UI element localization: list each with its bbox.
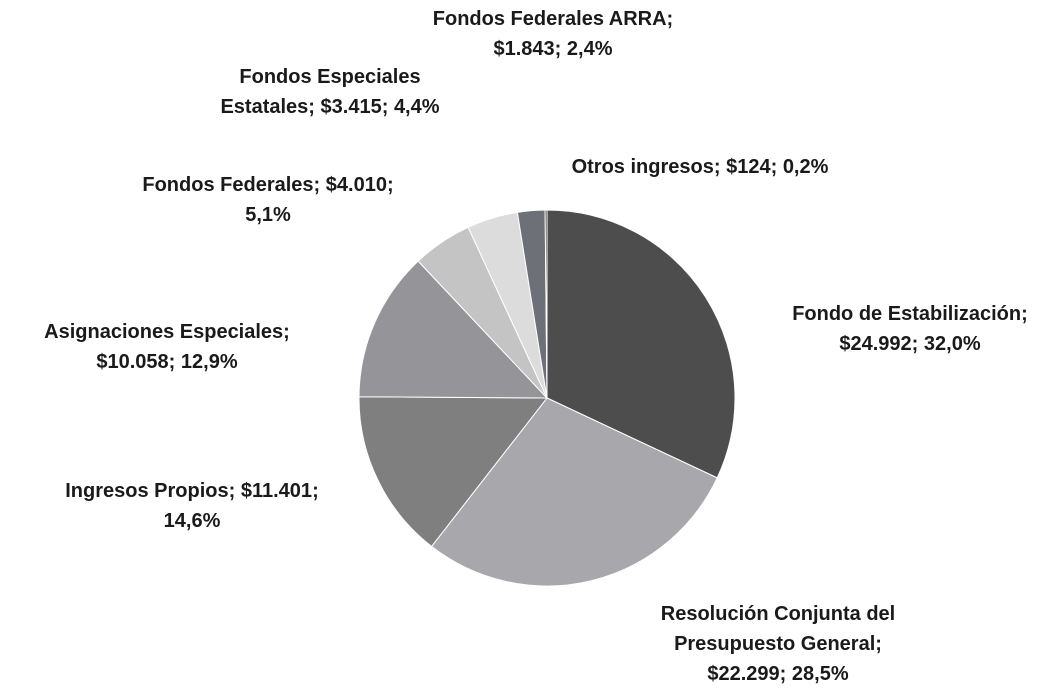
separator: ; — [308, 96, 315, 118]
separator: ; — [714, 156, 721, 178]
pie-slice — [358, 260, 549, 399]
separator: ; — [169, 351, 176, 373]
category-word: Propios — [149, 480, 229, 502]
category-word: Ingresos — [65, 480, 148, 502]
slice-label: Resolución Conjunta del — [661, 603, 895, 625]
category-word: Estabilización — [882, 303, 1021, 325]
category-word: Presupuesto — [674, 633, 795, 655]
category-word: Asignaciones — [44, 321, 174, 343]
separator: ; — [387, 174, 394, 196]
share-label: 4,4% — [394, 96, 440, 118]
separator: ; — [912, 333, 919, 355]
slice-label: 14,6% — [164, 510, 221, 532]
share-label: 0,2% — [783, 156, 829, 178]
slice-label: Fondo de Estabilización; — [792, 303, 1028, 325]
category-word: Estatales — [220, 96, 308, 118]
category-word: del — [861, 603, 895, 625]
separator: ; — [667, 8, 674, 30]
category-word: Especiales — [174, 321, 283, 343]
category-word: Fondo — [792, 303, 853, 325]
separator: ; — [229, 480, 236, 502]
category-word: de — [853, 303, 882, 325]
slice-label: $1.843; 2,4% — [494, 38, 613, 60]
category-word: Fondos — [142, 174, 214, 196]
category-word: Conjunta — [769, 603, 862, 625]
value-label: $10.058 — [96, 351, 168, 373]
share-label: 14,6% — [164, 510, 221, 532]
slice-label: $22.299; 28,5% — [707, 663, 848, 685]
pie-slice — [430, 397, 718, 587]
slice-label: Otros ingresos; $124; 0,2% — [572, 156, 829, 178]
category-word: Fondos — [433, 8, 505, 30]
category-word: ARRA — [604, 8, 667, 30]
separator: ; — [283, 321, 290, 343]
slice-label: Presupuesto General; — [674, 633, 882, 655]
separator: ; — [875, 633, 882, 655]
slice-label: Fondos Federales ARRA; — [433, 8, 673, 30]
category-word: Federales — [505, 8, 604, 30]
slice-label: $10.058; 12,9% — [96, 351, 237, 373]
slice-label: $24.992; 32,0% — [839, 333, 980, 355]
slice-label: Fondos Especiales — [239, 66, 420, 88]
category-word: General — [795, 633, 875, 655]
category-word: Otros — [572, 156, 625, 178]
separator: ; — [780, 663, 787, 685]
share-label: 28,5% — [792, 663, 849, 685]
category-word: Federales — [215, 174, 314, 196]
slice-label: 5,1% — [245, 204, 291, 226]
value-label: $22.299 — [707, 663, 779, 685]
value-label: $1.843 — [494, 38, 555, 60]
value-label: $3.415 — [321, 96, 382, 118]
pie-slice — [546, 209, 736, 479]
share-label: 5,1% — [245, 204, 291, 226]
category-word: Especiales — [312, 66, 421, 88]
category-word: Fondos — [239, 66, 311, 88]
value-label: $24.992 — [839, 333, 911, 355]
slice-label: Fondos Federales; $4.010; — [142, 174, 393, 196]
separator: ; — [314, 174, 321, 196]
share-label: 2,4% — [567, 38, 613, 60]
separator: ; — [771, 156, 778, 178]
slice-label: Asignaciones Especiales; — [44, 321, 290, 343]
separator: ; — [1021, 303, 1028, 325]
separator: ; — [382, 96, 389, 118]
category-word: ingresos — [625, 156, 714, 178]
value-label: $11.401 — [241, 480, 312, 502]
value-label: $124 — [726, 156, 771, 178]
pie-slice — [358, 396, 549, 548]
category-word: Resolución — [661, 603, 769, 625]
separator: ; — [312, 480, 319, 502]
share-label: 32,0% — [924, 333, 981, 355]
slice-label: Ingresos Propios; $11.401; — [65, 480, 318, 502]
value-label: $4.010 — [326, 174, 387, 196]
slice-label: Estatales; $3.415; 4,4% — [220, 96, 439, 118]
share-label: 12,9% — [181, 351, 238, 373]
separator: ; — [555, 38, 562, 60]
pie-slice — [544, 209, 548, 399]
